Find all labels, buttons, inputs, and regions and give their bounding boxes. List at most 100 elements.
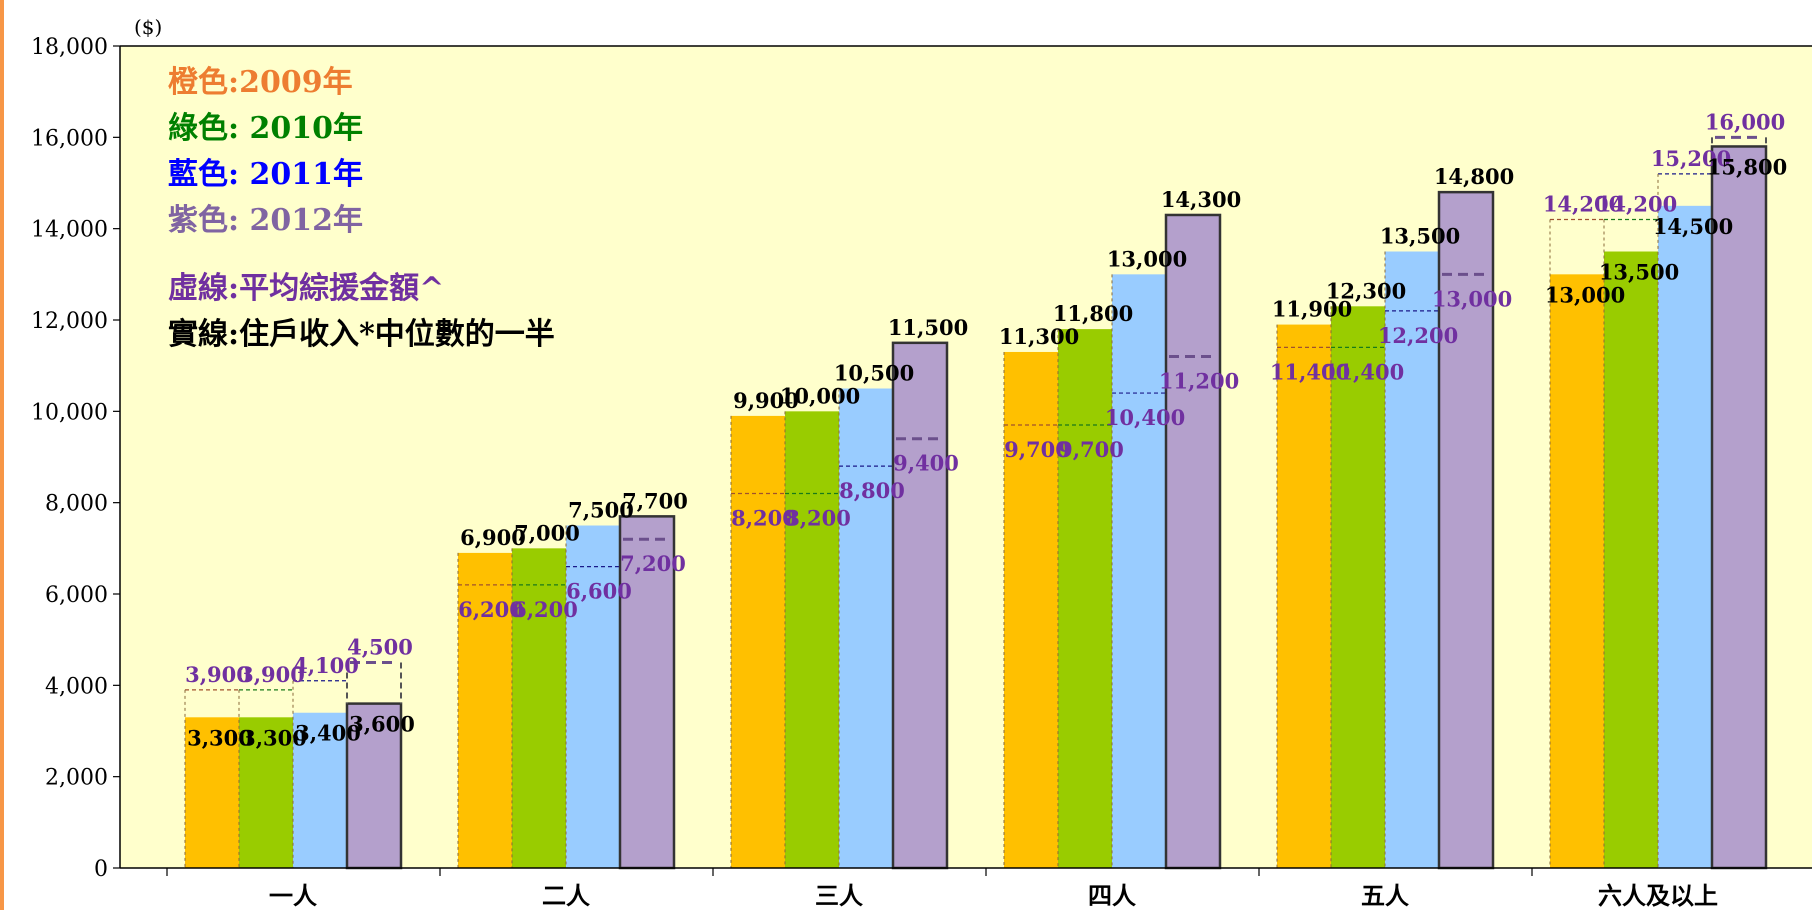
x-tick-label: 一人 [269,881,317,910]
y-tick-label: 12,000 [31,309,108,334]
unit-label: ($) [134,15,162,39]
median-value-label: 13,000 [1107,246,1187,271]
bar [1710,145,1768,870]
bar [618,515,676,870]
bar [1550,274,1604,868]
median-value-label: 7,500 [568,498,634,523]
median-value-label: 10,500 [834,361,914,386]
bar [1437,190,1495,870]
avg-value-label: 14,200 [1597,192,1677,217]
y-tick-label: 4,000 [45,674,108,699]
bar [839,388,893,868]
bar [1331,306,1385,868]
avg-value-label: 3,900 [185,662,251,687]
median-value-label: 10,000 [780,383,860,408]
avg-value-label: 11,200 [1159,369,1239,394]
avg-value-label: 7,200 [620,551,686,576]
avg-value-label: 4,500 [347,635,413,660]
median-value-label: 11,500 [888,315,968,340]
legend-year: 2010年 [249,111,364,146]
bar [512,548,566,868]
avg-value-label: 4,100 [293,653,359,678]
bar [185,717,239,868]
bar [1164,213,1222,870]
median-value-label: 14,800 [1434,164,1514,189]
median-value-label: 7,700 [622,488,688,513]
median-value-label: 13,000 [1545,282,1625,307]
median-value-label: 3,300 [187,725,253,750]
bar [1058,329,1112,869]
legend-year: 2009年 [239,65,353,100]
avg-value-label: 6,200 [512,597,578,622]
avg-value-label: 8,200 [731,506,797,531]
avg-value-label: 6,600 [566,579,632,604]
bar [293,712,347,868]
avg-value-label: 9,700 [1058,437,1124,462]
bar [891,341,949,870]
median-value-label: 3,300 [241,725,307,750]
legend-solid-note: 實線:住戶收入*中位數的一半 [168,317,555,352]
y-tick-label: 16,000 [31,126,108,151]
bar [1385,251,1439,868]
avg-value-label: 9,700 [1004,437,1070,462]
bar [566,525,620,868]
y-tick-label: 18,000 [31,35,108,60]
bar [1004,351,1058,868]
y-tick-label: 8,000 [45,492,108,517]
legend-item-2012: 紫色: 2012年 [168,198,555,244]
avg-value-label: 11,400 [1324,359,1404,384]
avg-value-label: 14,200 [1543,192,1623,217]
median-value-label: 11,900 [1272,297,1352,322]
legend-item-2009: 橙色:2009年 [168,60,555,106]
x-tick-label: 二人 [542,881,590,910]
avg-value-label: 13,000 [1432,286,1512,311]
bar [731,415,785,868]
y-tick-label: 0 [94,857,108,882]
median-value-label: 6,900 [460,525,526,550]
y-tick-label: 2,000 [45,766,108,791]
median-value-label: 3,400 [295,721,361,746]
legend: 橙色:2009年 綠色: 2010年 藍色: 2011年 紫色: 2012年 虛… [168,60,555,358]
avg-value-label: 8,800 [839,478,905,503]
y-tick-label: 14,000 [31,218,108,243]
legend-dashed-note: 虛線:平均綜援金額^ [168,271,445,306]
median-value-label: 12,300 [1326,278,1406,303]
legend-prefix: 橙色: [168,65,240,100]
avg-value-label: 8,200 [785,506,851,531]
avg-value-label: 10,400 [1105,405,1185,430]
median-value-label: 7,000 [514,520,580,545]
data-labels-layer: 3,300 3,900 3,300 3,900 3,400 4,100 3,600 4,500… [185,109,1787,750]
legend-prefix: 綠色: [168,111,250,146]
bar [239,717,293,868]
bar [458,552,512,868]
left-edge-accent [0,0,4,910]
median-value-label: 11,800 [1053,301,1133,326]
median-value-label: 9,900 [733,388,799,413]
avg-value-label: 9,400 [893,451,959,476]
bar [1277,324,1331,869]
median-value-label: 13,500 [1380,224,1460,249]
median-value-label: 14,300 [1161,187,1241,212]
legend-year: 2012年 [249,203,364,238]
x-tick-label: 三人 [815,881,863,910]
bar [1604,251,1658,868]
legend-year: 2011年 [249,157,364,192]
bars-layer [185,145,1768,870]
axis-layer: 0 2,000 4,000 6,000 8,000 10,000 12,000 14,000 1… [31,15,1812,910]
median-value-label: 14,500 [1653,214,1733,239]
y-tick-label: 6,000 [45,583,108,608]
y-tick-label: 10,000 [31,400,108,425]
legend-item-2010: 綠色: 2010年 [168,106,555,152]
legend-prefix: 紫色: [168,203,250,238]
bar [1112,274,1166,868]
reference-lines-layer [184,135,1767,868]
legend-prefix: 藍色: [168,157,250,192]
bar [1658,205,1712,869]
avg-value-label: 6,200 [458,597,524,622]
avg-value-label: 15,200 [1651,146,1731,171]
median-value-label: 15,800 [1707,154,1787,179]
x-tick-label: 五人 [1361,881,1409,910]
median-value-label: 3,600 [349,712,415,737]
